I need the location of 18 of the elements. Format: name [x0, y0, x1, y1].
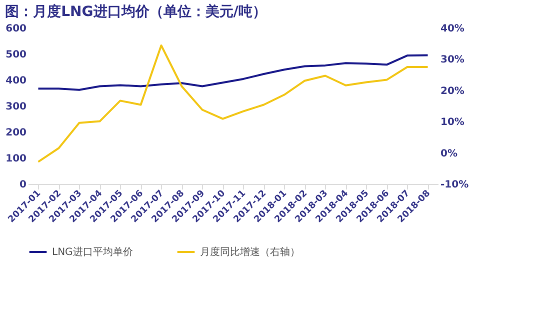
y2-tick-label: 10% — [440, 117, 464, 128]
legend-label: LNG进口平均单价 — [52, 246, 133, 258]
chart-title: 图：月度LNG进口均价（单位：美元/吨） — [5, 3, 266, 20]
y2-tick-label: 20% — [440, 86, 464, 97]
y2-tick-label: -10% — [440, 180, 469, 190]
y-tick-label: 0 — [20, 180, 27, 190]
y-tick-label: 100 — [6, 154, 27, 164]
line-series — [37, 54, 429, 91]
y-tick-label: 200 — [6, 128, 27, 138]
y2-tick-label: 30% — [440, 54, 464, 66]
y-tick-label: 400 — [6, 76, 27, 86]
y-tick-label: 600 — [6, 24, 27, 34]
legend-label: 月度同比增速（右轴） — [200, 246, 300, 258]
line-series — [37, 44, 429, 163]
y2-tick-label: 0% — [440, 148, 458, 160]
y-tick-label: 500 — [6, 50, 27, 60]
y-tick-label: 300 — [6, 102, 27, 112]
y2-tick-label: 40% — [440, 24, 464, 34]
